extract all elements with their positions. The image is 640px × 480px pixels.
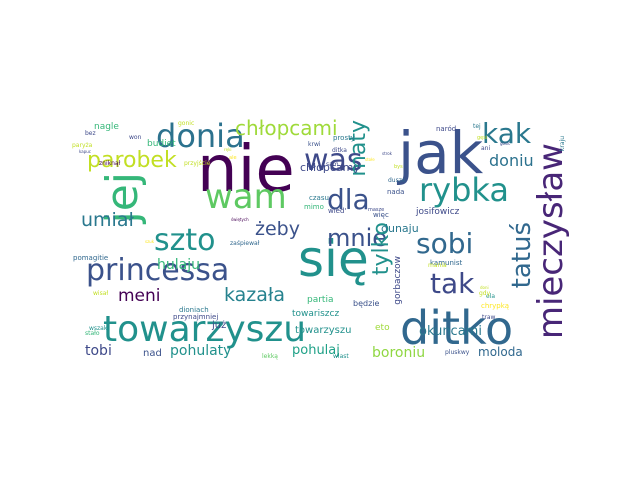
word: kak <box>482 118 532 150</box>
word: donia <box>156 118 245 155</box>
word: nagle <box>94 122 119 132</box>
word: towariszcz <box>292 309 340 319</box>
word: szto <box>154 223 216 258</box>
word: gosić <box>500 141 511 146</box>
word: wlast <box>333 353 349 360</box>
word: prosty <box>333 134 355 142</box>
word: naród <box>436 125 457 133</box>
word: pomagitie <box>73 254 109 262</box>
word: ditka <box>332 147 347 154</box>
word: gorbaczow <box>393 256 403 305</box>
word: ale <box>229 155 237 161</box>
word: krwi <box>308 141 321 148</box>
word: tej <box>473 123 481 130</box>
word: zaśpiewał <box>230 240 260 247</box>
word: dusze <box>388 177 406 184</box>
word: chłopcami <box>235 118 338 140</box>
word: okuncami <box>419 324 482 339</box>
word: budiet <box>147 139 176 149</box>
word: zniknął <box>99 160 121 167</box>
word: umiał <box>81 209 134 231</box>
word: już <box>212 320 227 331</box>
word: dla <box>327 183 370 216</box>
word: hulaju <box>157 257 200 273</box>
word: towarzyszu <box>103 309 307 350</box>
word: masze <box>368 207 385 213</box>
word: pluskwy <box>445 349 470 356</box>
word: mimo <box>304 203 324 211</box>
word: meni <box>118 286 161 306</box>
word: pohulaj <box>292 343 340 358</box>
word: nie <box>197 133 295 207</box>
word: żeby <box>255 218 300 240</box>
word: rybka <box>419 171 509 209</box>
word: gonic <box>178 120 195 127</box>
word: partia <box>307 295 334 305</box>
word: moloda <box>478 345 523 359</box>
word: czasu <box>309 194 329 202</box>
word: parobek <box>87 148 177 173</box>
word: boroniu <box>372 345 426 361</box>
word: wisał <box>93 290 109 297</box>
word: chłopcamy <box>300 161 360 174</box>
word: tatuś <box>507 222 537 289</box>
word: wied' <box>328 207 347 215</box>
word: kraju <box>559 136 566 152</box>
word: bys <box>394 164 403 170</box>
word: przynajmniej <box>173 313 219 321</box>
word: ani <box>481 145 491 152</box>
word: więc <box>373 211 389 219</box>
word: kamunist <box>430 259 463 267</box>
word: gdy <box>479 290 491 297</box>
word: tak <box>430 267 475 300</box>
word: stołe <box>365 157 375 162</box>
word: kazała <box>224 284 285 306</box>
word: ręki <box>224 147 232 152</box>
word: strok <box>382 151 392 156</box>
word: jak <box>398 119 484 187</box>
word: mania <box>428 262 447 269</box>
word: paryża <box>72 142 93 149</box>
word: ditko <box>400 301 514 355</box>
word: sobi <box>416 227 474 260</box>
word: sam <box>326 161 339 168</box>
word: gęsi <box>477 135 488 141</box>
word: szuk <box>145 239 155 244</box>
word: bez <box>85 130 96 137</box>
word: ela <box>486 293 496 300</box>
word: pohulaty <box>170 343 232 359</box>
word: nada <box>387 188 405 196</box>
word: wszak <box>89 325 108 332</box>
word: będzie <box>353 299 380 308</box>
word: towarzyszu <box>295 325 352 336</box>
word: traw <box>482 314 496 321</box>
word: lekką <box>262 353 278 360</box>
word-cloud: nie jak się ditko towarzyszu mieczysław … <box>71 118 569 368</box>
word: dioniach <box>179 306 209 314</box>
word: josifowicz <box>416 207 460 217</box>
word: was <box>304 143 363 178</box>
word: przyjście <box>184 160 211 167</box>
word: princessa <box>86 253 230 288</box>
word: doniu <box>489 151 534 170</box>
word: wam <box>205 177 287 217</box>
word: świętych <box>231 217 249 222</box>
word: doni <box>480 285 489 290</box>
word: mnie <box>327 224 388 252</box>
word: won <box>129 134 142 141</box>
word: nad <box>143 348 162 359</box>
word: chrypką <box>481 302 510 310</box>
word: mieczysław <box>531 143 569 340</box>
word: eto <box>375 323 390 333</box>
word: stało <box>85 330 100 337</box>
word: kapuc <box>79 149 91 154</box>
word: dunaju <box>381 222 419 235</box>
word: się <box>298 230 369 288</box>
word: tobi <box>85 343 112 359</box>
